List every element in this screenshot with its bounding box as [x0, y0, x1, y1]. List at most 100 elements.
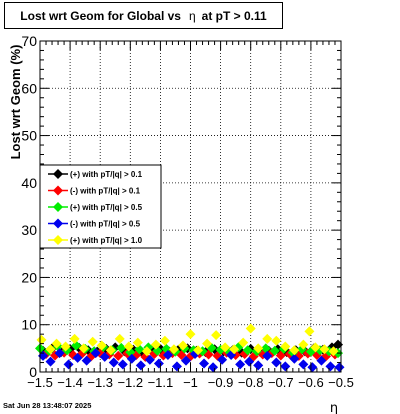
data-point: [162, 349, 173, 360]
data-point: [271, 335, 282, 346]
data-point: [316, 355, 327, 366]
x-tick-label: −1: [183, 375, 198, 390]
data-point: [202, 338, 213, 349]
y-tick-label: 0: [29, 364, 37, 380]
data-point: [185, 329, 196, 340]
data-points: [35, 323, 345, 373]
data-point: [217, 354, 228, 365]
data-point: [81, 355, 92, 366]
x-tick-label: −0.5: [328, 375, 354, 390]
data-point: [280, 341, 291, 352]
data-point: [289, 353, 300, 364]
legend-marker: [53, 235, 63, 245]
axis-ticks: [39, 40, 342, 373]
data-point: [135, 360, 146, 371]
y-tick-labels: 0 10 20 30 40 50 60 70: [21, 33, 37, 380]
series-5: [36, 323, 339, 357]
data-point: [307, 362, 318, 373]
data-point: [96, 340, 107, 351]
x-tick-label: −0.9: [208, 375, 234, 390]
data-point: [117, 359, 128, 370]
data-point: [325, 361, 336, 372]
y-tick-label: 70: [21, 33, 37, 49]
chart-title-prefix: Lost wrt Geom for Global vs: [20, 8, 181, 23]
legend-label: (-) with pT/|q| > 0.5: [70, 220, 141, 229]
data-point: [328, 346, 339, 357]
data-point: [114, 333, 125, 344]
data-point: [271, 357, 282, 368]
data-point: [144, 354, 155, 365]
data-point: [60, 341, 71, 352]
chart-title-suffix: at pT > 0.11: [201, 8, 267, 23]
data-point: [87, 336, 98, 347]
data-point: [141, 346, 152, 357]
x-tick-label: −1.4: [57, 375, 83, 390]
timestamp-footer: Sat Jun 28 13:48:07 2025: [3, 401, 92, 410]
data-point: [245, 323, 256, 334]
data-point: [298, 359, 309, 370]
chart-title: Lost wrt Geom for Global vs η at pT > 0.…: [4, 2, 283, 29]
y-tick-label: 10: [21, 317, 37, 333]
data-point: [150, 339, 161, 350]
y-tick-label: 50: [21, 128, 37, 144]
data-point: [123, 341, 134, 352]
data-point: [310, 342, 321, 353]
data-point: [99, 351, 110, 362]
data-point: [280, 361, 291, 372]
data-point: [235, 359, 246, 370]
x-tick-label: −1.5: [27, 375, 53, 390]
data-point: [220, 342, 231, 353]
x-tick-label: −1.2: [117, 375, 143, 390]
data-point: [289, 345, 300, 356]
x-tick-label: −1.1: [148, 375, 174, 390]
x-tick-label: −0.8: [238, 375, 264, 390]
data-point: [238, 337, 249, 348]
data-point: [332, 339, 343, 350]
data-point: [108, 357, 119, 368]
data-point: [54, 348, 65, 359]
data-point: [262, 333, 273, 344]
data-point: [72, 352, 83, 363]
data-point: [199, 358, 210, 369]
data-point: [62, 345, 73, 356]
y-tick-label: 30: [21, 222, 37, 238]
data-point: [171, 361, 182, 372]
data-point: [63, 359, 74, 370]
data-point: [132, 337, 143, 348]
legend-marker: [53, 218, 63, 229]
x-tick-label: −0.7: [268, 375, 294, 390]
data-point: [159, 335, 170, 346]
data-point: [134, 344, 145, 355]
data-point: [36, 334, 47, 345]
data-point: [69, 333, 80, 344]
data-point: [253, 360, 264, 371]
y-axis-label: Lost wrt Geom (%): [8, 45, 23, 160]
data-point: [193, 345, 204, 356]
legend: (+) with pT/|q| > 0.1 (-) with pT/|q| > 0…: [39, 164, 162, 249]
x-tick-label: −1.3: [87, 375, 113, 390]
series-4: [38, 348, 345, 373]
data-point: [253, 343, 264, 354]
legend-label: (+) with pT/|q| > 1.0: [70, 236, 143, 245]
data-point: [45, 356, 56, 367]
data-point: [180, 355, 191, 366]
data-point: [105, 345, 116, 356]
data-point: [269, 345, 280, 356]
data-point: [168, 344, 179, 355]
legend-marker: [53, 169, 63, 179]
legend-marker: [53, 202, 63, 212]
data-point: [319, 344, 330, 355]
data-point: [211, 330, 222, 341]
x-tick-label: −0.6: [298, 375, 324, 390]
data-point: [177, 340, 188, 351]
data-point: [298, 339, 309, 350]
y-tick-label: 40: [21, 175, 37, 191]
data-point: [260, 343, 271, 354]
data-point: [262, 350, 273, 361]
y-tick-label: 60: [21, 80, 37, 96]
x-tick-labels: −1.5 −1.4 −1.3 −1.2 −1.1 −1 −0.9 −0.8 −0.7 −0.6 −0…: [27, 375, 354, 390]
data-point: [208, 362, 219, 373]
data-point: [116, 342, 127, 353]
data-point: [244, 356, 255, 367]
